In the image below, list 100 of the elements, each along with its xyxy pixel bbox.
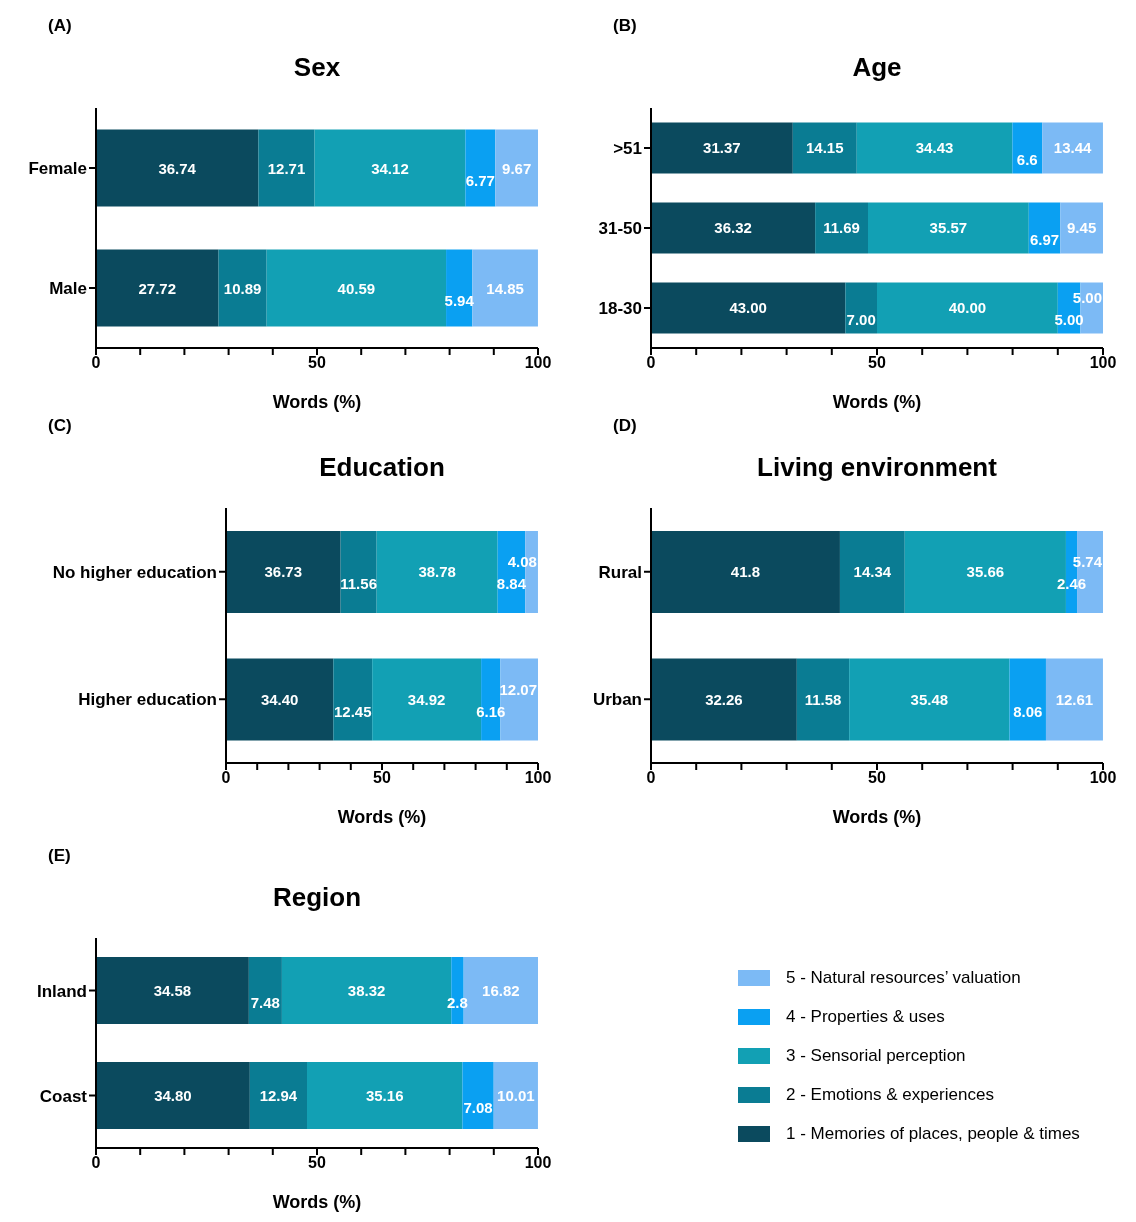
- bar: [1009, 658, 1046, 741]
- data-label: 14.15: [806, 139, 844, 157]
- data-label: 2.8: [447, 993, 468, 1011]
- text: (A): [48, 16, 72, 36]
- text: (D): [613, 416, 637, 436]
- data-label: 36.32: [714, 219, 752, 237]
- y-tick-label: 18-30: [598, 299, 642, 319]
- bar: [258, 129, 315, 207]
- bar: [226, 530, 341, 613]
- legend-label: 2 - Emotions & experiences: [786, 1084, 994, 1105]
- data-label: 2.46: [1056, 575, 1087, 593]
- data-label: 7.08: [463, 1098, 493, 1116]
- data-label: 38.78: [418, 563, 456, 581]
- x-tick-label: 50: [868, 354, 886, 372]
- bar: [845, 282, 877, 334]
- data-label: 38.32: [347, 981, 386, 999]
- y-tick-label: Male: [49, 279, 87, 299]
- data-label: 43.00: [729, 299, 767, 317]
- bar: [314, 129, 466, 207]
- data-label: 9.67: [502, 159, 532, 177]
- data-label: 11.56: [340, 575, 377, 593]
- data-label: 34.12: [371, 159, 409, 177]
- legend-label: 3 - Sensorial perception: [786, 1045, 966, 1066]
- bar: [96, 249, 219, 327]
- data-label: 36.74: [158, 159, 197, 177]
- text: (E): [48, 846, 71, 866]
- data-label: 34.43: [915, 139, 954, 157]
- x-tick-label: 0: [91, 1154, 101, 1172]
- data-label: 34.40: [260, 690, 299, 708]
- bar: [333, 658, 373, 741]
- y-tick-label: Higher education: [78, 690, 217, 710]
- bar: [218, 249, 267, 327]
- y-tick-label: Urban: [592, 690, 642, 710]
- bar: [651, 658, 797, 741]
- bar: [796, 658, 850, 741]
- x-axis-title: Words (%): [832, 807, 922, 827]
- y-tick-label: Rural: [598, 562, 642, 582]
- x-tick-label: 100: [524, 1154, 552, 1172]
- data-label: 16.82: [482, 981, 520, 999]
- bar: [446, 249, 473, 327]
- x-tick-label: 0: [646, 354, 656, 372]
- bar: [472, 249, 538, 327]
- bar: [248, 956, 282, 1024]
- bar: [651, 122, 793, 174]
- bar: [465, 129, 496, 207]
- data-label: 6.97: [1029, 231, 1060, 249]
- y-tick-label: >51: [613, 139, 642, 159]
- legend-label: 4 - Properties & uses: [786, 1006, 945, 1027]
- data-label: 34.92: [407, 690, 446, 708]
- bar: [1012, 122, 1043, 174]
- bar: [495, 129, 538, 207]
- data-label: 6.77: [465, 171, 495, 189]
- bar: [96, 1061, 250, 1129]
- bar: [249, 1061, 308, 1129]
- x-tick-label: 100: [1089, 354, 1117, 372]
- chart-title: Region: [271, 882, 363, 913]
- data-label: 35.66: [966, 563, 1005, 581]
- text: (C): [48, 416, 72, 436]
- x-tick-label: 0: [221, 769, 231, 787]
- data-label: 12.07: [499, 680, 537, 698]
- x-tick-label: 0: [91, 354, 101, 372]
- chart-title: Sex: [292, 52, 342, 83]
- data-label: 5.00: [1054, 311, 1084, 329]
- data-label: 5.94: [444, 291, 475, 309]
- data-label: 12.71: [267, 159, 306, 177]
- x-tick-label: 100: [524, 769, 552, 787]
- bar: [868, 202, 1029, 254]
- legend-label: 1 - Memories of places, people & times: [786, 1123, 1080, 1144]
- bar: [849, 658, 1010, 741]
- data-label: 8.84: [496, 575, 527, 593]
- data-label: 4.08: [507, 553, 537, 571]
- x-tick-label: 0: [646, 769, 656, 787]
- data-label: 12.45: [333, 702, 372, 720]
- data-label: 11.69: [823, 219, 860, 237]
- y-tick-label: No higher education: [52, 562, 217, 582]
- bar: [340, 530, 377, 613]
- bar: [792, 122, 857, 174]
- x-tick-label: 50: [308, 354, 326, 372]
- data-label: 14.85: [486, 279, 524, 297]
- data-label: 9.45: [1067, 219, 1097, 237]
- x-tick-label: 100: [524, 354, 552, 372]
- data-label: 27.72: [138, 279, 177, 297]
- bar: [651, 202, 816, 254]
- data-label: 11.58: [804, 690, 842, 708]
- bar: [1060, 202, 1103, 254]
- x-axis-title: Words (%): [272, 1192, 362, 1212]
- bar: [839, 530, 905, 613]
- bar: [815, 202, 869, 254]
- data-label: 34.58: [153, 981, 192, 999]
- x-tick-label: 50: [868, 769, 886, 787]
- data-label: 32.26: [705, 690, 743, 708]
- data-label: 35.48: [910, 690, 949, 708]
- data-label: 35.16: [365, 1086, 404, 1104]
- x-axis-title: Words (%): [337, 807, 427, 827]
- bar: [226, 658, 334, 741]
- data-label: 31.37: [703, 139, 741, 157]
- bar: [651, 282, 846, 334]
- data-label: 13.44: [1053, 139, 1092, 157]
- bar: [651, 530, 840, 613]
- data-label: 10.01: [497, 1086, 535, 1104]
